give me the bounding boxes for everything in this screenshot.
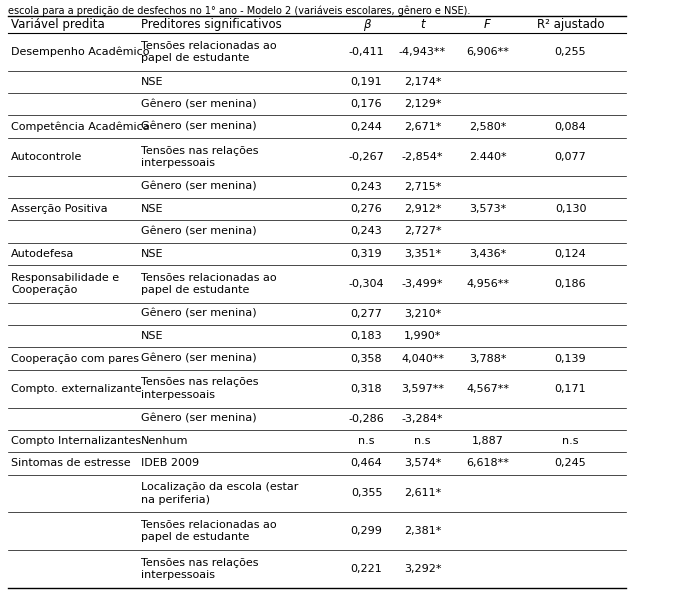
Text: escola para a predição de desfechos no 1° ano - Modelo 2 (variáveis escolares, g: escola para a predição de desfechos no 1… [8, 6, 471, 17]
Text: Gênero (ser menina): Gênero (ser menina) [141, 309, 257, 319]
Text: n.s: n.s [414, 436, 431, 446]
Text: Tensões relacionadas ao
papel de estudante: Tensões relacionadas ao papel de estudan… [141, 41, 277, 63]
Text: 4,567**: 4,567** [466, 384, 509, 394]
Text: 3,351*: 3,351* [404, 249, 441, 259]
Text: -0,286: -0,286 [349, 414, 385, 424]
Text: Gênero (ser menina): Gênero (ser menina) [141, 100, 257, 109]
Text: Tensões relacionadas ao
papel de estudante: Tensões relacionadas ao papel de estudan… [141, 272, 277, 295]
Text: Compto Internalizantes: Compto Internalizantes [11, 436, 141, 446]
Text: Tensões nas relações
interpessoais: Tensões nas relações interpessoais [141, 145, 259, 168]
Text: Preditores significativos: Preditores significativos [141, 18, 282, 31]
Text: 0,171: 0,171 [555, 384, 586, 394]
Text: Gênero (ser menina): Gênero (ser menina) [141, 182, 257, 192]
Text: Cooperação com pares: Cooperação com pares [11, 353, 139, 364]
Text: NSE: NSE [141, 204, 164, 214]
Text: Sintomas de estresse: Sintomas de estresse [11, 458, 131, 468]
Text: Competência Acadêmica: Competência Acadêmica [11, 122, 149, 132]
Text: β: β [363, 18, 370, 31]
Text: 0,130: 0,130 [555, 204, 586, 214]
Text: IDEB 2009: IDEB 2009 [141, 458, 199, 468]
Text: Autocontrole: Autocontrole [11, 152, 83, 162]
Text: -3,499*: -3,499* [402, 279, 443, 289]
Text: Compto. externalizante: Compto. externalizante [11, 384, 142, 394]
Text: 2,580*: 2,580* [469, 122, 506, 132]
Text: 0,243: 0,243 [351, 226, 383, 237]
Text: 0,355: 0,355 [351, 489, 383, 498]
Text: -2,854*: -2,854* [402, 152, 443, 162]
Text: -3,284*: -3,284* [402, 414, 443, 424]
Text: 0,464: 0,464 [351, 458, 383, 468]
Text: -4,943**: -4,943** [399, 47, 446, 57]
Text: Tensões relacionadas ao
papel de estudante: Tensões relacionadas ao papel de estudan… [141, 520, 277, 542]
Text: -0,411: -0,411 [349, 47, 385, 57]
Text: 2,912*: 2,912* [404, 204, 441, 214]
Text: 0,277: 0,277 [351, 309, 383, 319]
Text: 3,210*: 3,210* [404, 309, 441, 319]
Text: 0,318: 0,318 [351, 384, 383, 394]
Text: 3,788*: 3,788* [469, 353, 506, 364]
Text: 2.440*: 2.440* [469, 152, 506, 162]
Text: 2,727*: 2,727* [404, 226, 441, 237]
Text: 0,183: 0,183 [351, 331, 383, 342]
Text: Gênero (ser menina): Gênero (ser menina) [141, 226, 257, 237]
Text: 4,040**: 4,040** [401, 353, 444, 364]
Text: F: F [484, 18, 491, 31]
Text: 2,611*: 2,611* [404, 489, 441, 498]
Text: 2,671*: 2,671* [404, 122, 441, 132]
Text: 4,956**: 4,956** [466, 279, 509, 289]
Text: 2,715*: 2,715* [404, 182, 441, 192]
Text: 2,174*: 2,174* [404, 77, 441, 87]
Text: -0,267: -0,267 [349, 152, 385, 162]
Text: 0,244: 0,244 [351, 122, 383, 132]
Text: Responsabilidade e
Cooperação: Responsabilidade e Cooperação [11, 272, 119, 295]
Text: Localização da escola (estar
na periferia): Localização da escola (estar na periferi… [141, 482, 299, 505]
Text: 0,176: 0,176 [351, 100, 383, 109]
Text: 0,124: 0,124 [555, 249, 586, 259]
Text: 3,573*: 3,573* [469, 204, 506, 214]
Text: 2,129*: 2,129* [404, 100, 441, 109]
Text: 6,906**: 6,906** [466, 47, 509, 57]
Text: NSE: NSE [141, 77, 164, 87]
Text: Tensões nas relações
interpessoais: Tensões nas relações interpessoais [141, 558, 259, 581]
Text: Nenhum: Nenhum [141, 436, 189, 446]
Text: Tensões nas relações
interpessoais: Tensões nas relações interpessoais [141, 377, 259, 400]
Text: n.s: n.s [358, 436, 375, 446]
Text: Gênero (ser menina): Gênero (ser menina) [141, 353, 257, 364]
Text: 0,358: 0,358 [351, 353, 383, 364]
Text: 0,245: 0,245 [555, 458, 586, 468]
Text: Variável predita: Variável predita [11, 18, 105, 31]
Text: 0,243: 0,243 [351, 182, 383, 192]
Text: 0,319: 0,319 [351, 249, 383, 259]
Text: 1,887: 1,887 [471, 436, 504, 446]
Text: NSE: NSE [141, 249, 164, 259]
Text: 0,299: 0,299 [351, 526, 383, 536]
Text: 3,574*: 3,574* [404, 458, 441, 468]
Text: 3,436*: 3,436* [469, 249, 506, 259]
Text: 0,191: 0,191 [351, 77, 383, 87]
Text: t: t [420, 18, 424, 31]
Text: R² ajustado: R² ajustado [537, 18, 604, 31]
Text: n.s: n.s [562, 436, 579, 446]
Text: 3,292*: 3,292* [404, 564, 441, 574]
Text: -0,304: -0,304 [349, 279, 385, 289]
Text: 3,597**: 3,597** [401, 384, 444, 394]
Text: Asserção Positiva: Asserção Positiva [11, 204, 107, 214]
Text: 2,381*: 2,381* [404, 526, 441, 536]
Text: 0,221: 0,221 [351, 564, 383, 574]
Text: NSE: NSE [141, 331, 164, 342]
Text: 6,618**: 6,618** [466, 458, 509, 468]
Text: 1,990*: 1,990* [404, 331, 441, 342]
Text: 0,186: 0,186 [555, 279, 586, 289]
Text: Autodefesa: Autodefesa [11, 249, 74, 259]
Text: Gênero (ser menina): Gênero (ser menina) [141, 414, 257, 424]
Text: 0,139: 0,139 [555, 353, 586, 364]
Text: Desempenho Acadêmico: Desempenho Acadêmico [11, 46, 149, 57]
Text: Gênero (ser menina): Gênero (ser menina) [141, 122, 257, 132]
Text: 0,077: 0,077 [555, 152, 586, 162]
Text: 0,276: 0,276 [351, 204, 383, 214]
Text: 0,255: 0,255 [555, 47, 586, 57]
Text: 0,084: 0,084 [555, 122, 586, 132]
